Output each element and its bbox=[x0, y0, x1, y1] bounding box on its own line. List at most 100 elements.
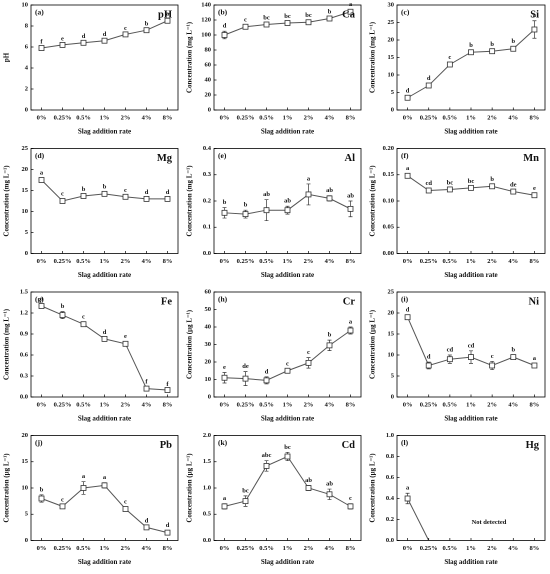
y-tick-label: 10 bbox=[388, 351, 395, 358]
y-tick-label: 40 bbox=[205, 323, 212, 330]
significance-letter: a bbox=[349, 318, 353, 325]
x-tick-label: 0.5% bbox=[259, 545, 274, 552]
y-tick-label: 140 bbox=[201, 1, 211, 8]
y-axis-label: Concentration (μg L⁻¹) bbox=[186, 309, 194, 379]
significance-letter: c bbox=[61, 190, 64, 197]
significance-letter: d bbox=[427, 75, 431, 82]
x-tick-label: 8% bbox=[346, 401, 356, 408]
x-tick-label: 8% bbox=[163, 401, 173, 408]
significance-letter: b bbox=[328, 8, 332, 15]
x-tick-label: 8% bbox=[530, 114, 540, 121]
x-tick-label: 2% bbox=[121, 401, 131, 408]
y-tick-label: 5 bbox=[25, 511, 29, 518]
significance-letter: d bbox=[103, 329, 107, 336]
significance-letter: a bbox=[406, 485, 410, 492]
x-tick-label: 2% bbox=[487, 545, 497, 552]
marker bbox=[446, 356, 453, 363]
significance-letter: b bbox=[328, 332, 332, 339]
y-tick-label: 0.0 bbox=[203, 537, 211, 544]
y-tick-label: 0.6 bbox=[20, 351, 29, 358]
marker bbox=[404, 314, 411, 321]
plot-frame bbox=[30, 291, 179, 398]
y-tick-label: 0 bbox=[25, 537, 28, 544]
y-axis-label: Concentration (μg L⁻¹) bbox=[369, 309, 377, 379]
y-tick-label: 0 bbox=[25, 250, 28, 257]
x-tick-label: 0.25% bbox=[54, 401, 72, 408]
x-tick-label: 0% bbox=[37, 258, 47, 265]
panel-title: Si bbox=[530, 9, 539, 20]
significance-letter: c bbox=[286, 360, 289, 367]
panel-title: Ca bbox=[342, 9, 356, 20]
x-tick-label: 1% bbox=[283, 401, 293, 408]
y-tick-label: 0.3 bbox=[20, 372, 29, 379]
marker bbox=[164, 387, 171, 393]
significance-letter: bc bbox=[447, 179, 454, 186]
y-tick-label: 80 bbox=[205, 46, 212, 53]
panel-label: (e) bbox=[218, 151, 227, 160]
marker bbox=[305, 19, 312, 26]
marker bbox=[143, 195, 150, 202]
marker bbox=[347, 205, 354, 212]
y-tick-label: 100 bbox=[201, 31, 211, 38]
x-tick-label: 1% bbox=[466, 401, 476, 408]
marker bbox=[263, 377, 270, 384]
marker bbox=[242, 498, 249, 505]
marker bbox=[101, 482, 108, 489]
significance-letter: b bbox=[511, 346, 515, 353]
marker bbox=[221, 32, 228, 38]
marker bbox=[489, 48, 496, 55]
x-tick-label: 0.5% bbox=[443, 401, 458, 408]
x-tick-label: 0% bbox=[37, 545, 47, 552]
y-tick-label: 2.0 bbox=[203, 432, 211, 439]
marker bbox=[122, 340, 129, 347]
x-tick-label: 2% bbox=[304, 401, 314, 408]
panel-label: (k) bbox=[218, 438, 228, 447]
significance-letter: b bbox=[145, 21, 149, 28]
significance-letter: f bbox=[145, 379, 148, 386]
significance-letter: b bbox=[469, 42, 473, 49]
significance-letter: d bbox=[145, 517, 149, 524]
significance-letter: a bbox=[349, 1, 353, 8]
marker bbox=[468, 354, 474, 361]
marker bbox=[510, 354, 517, 361]
significance-letter: c bbox=[124, 25, 127, 32]
significance-letter: c bbox=[307, 349, 310, 356]
panel-label: (a) bbox=[35, 8, 44, 17]
significance-letter: d bbox=[406, 87, 410, 94]
marker bbox=[221, 374, 228, 381]
marker bbox=[59, 42, 66, 48]
marker bbox=[425, 82, 432, 89]
x-tick-label: 4% bbox=[142, 114, 152, 121]
marker bbox=[242, 23, 249, 30]
x-tick-label: 1% bbox=[100, 401, 110, 408]
x-tick-label: 0% bbox=[220, 258, 230, 265]
x-tick-label: 0% bbox=[220, 401, 230, 408]
panel-label: (i) bbox=[401, 295, 409, 304]
significance-letter: c bbox=[124, 498, 127, 505]
significance-letter: a bbox=[103, 474, 107, 481]
marker bbox=[446, 186, 453, 193]
significance-letter: d bbox=[166, 522, 170, 529]
y-tick-label: 20 bbox=[388, 309, 395, 316]
panel-title: Ni bbox=[529, 296, 540, 307]
x-tick-label: 1% bbox=[466, 114, 476, 121]
y-tick-label: 50 bbox=[205, 306, 212, 313]
y-tick-label: 1.5 bbox=[20, 288, 29, 295]
x-axis-label: Slag addition rate bbox=[444, 558, 497, 566]
x-tick-label: 0.5% bbox=[76, 114, 91, 121]
x-axis-label: Slag addition rate bbox=[444, 415, 497, 423]
x-tick-label: 0.5% bbox=[259, 258, 274, 265]
x-tick-label: 2% bbox=[304, 114, 314, 121]
marker bbox=[305, 485, 312, 491]
marker bbox=[404, 495, 411, 502]
marker bbox=[59, 198, 66, 204]
significance-letter: c bbox=[349, 495, 352, 502]
y-tick-label: 1.2 bbox=[20, 309, 28, 316]
significance-letter: a bbox=[533, 12, 537, 19]
significance-letter: a bbox=[40, 295, 44, 302]
marker bbox=[221, 209, 228, 216]
marker bbox=[164, 195, 171, 202]
significance-letter: a bbox=[223, 495, 227, 502]
x-tick-label: 2% bbox=[304, 545, 314, 552]
significance-letter: a bbox=[307, 175, 311, 182]
